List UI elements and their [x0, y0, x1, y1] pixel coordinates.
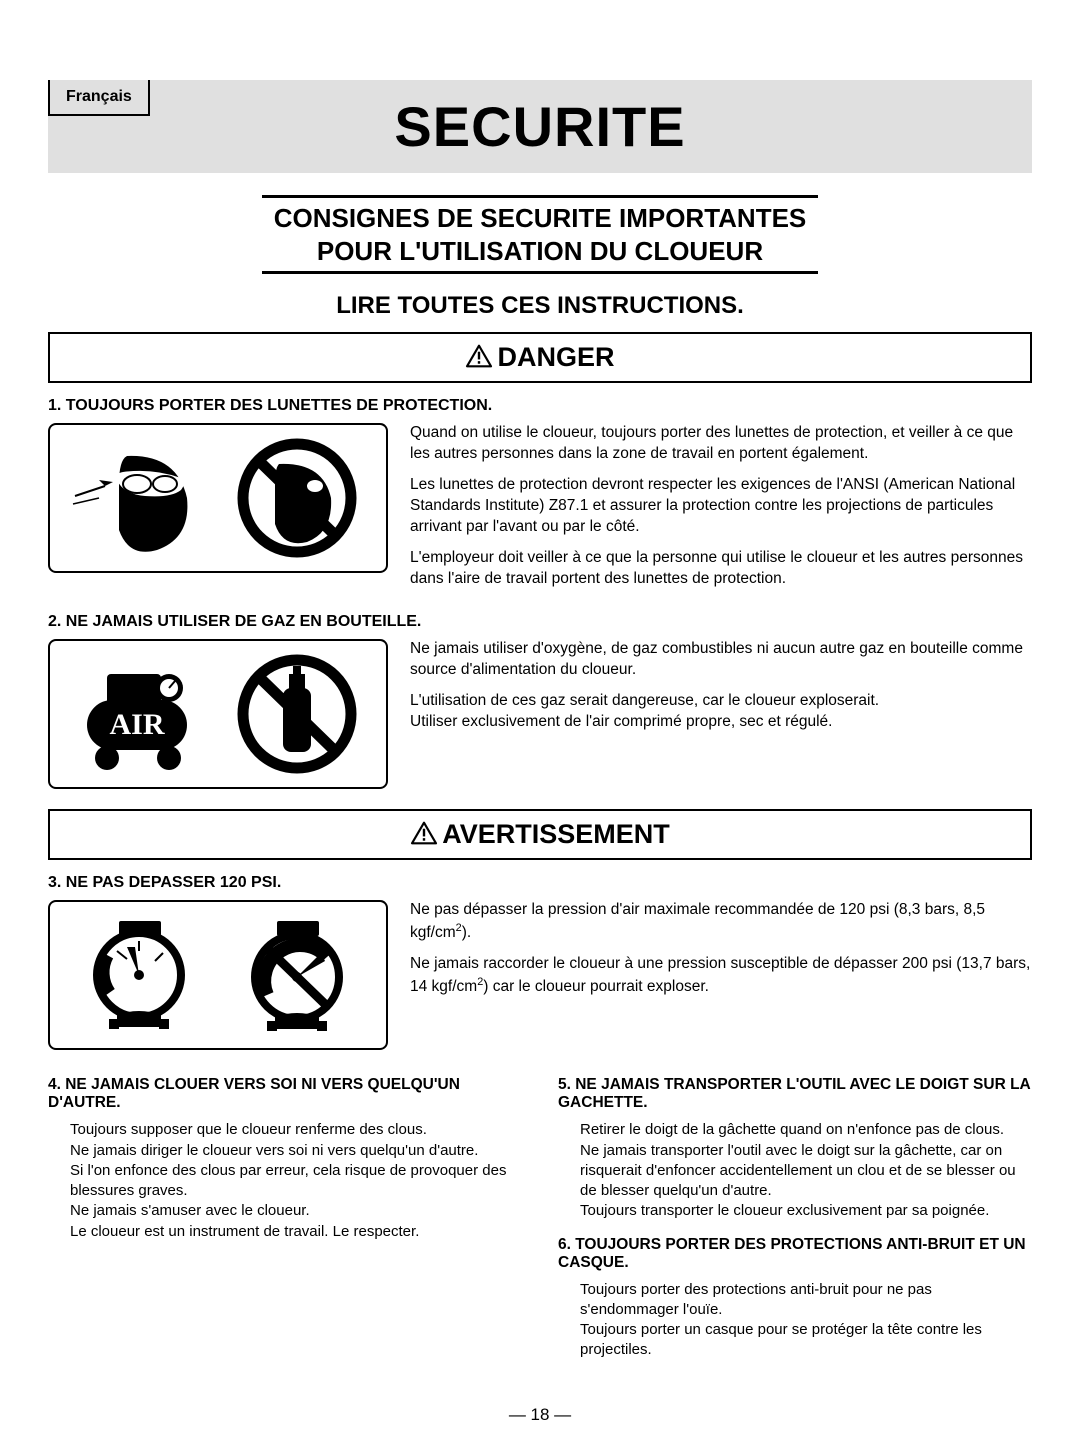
danger-label: DANGER	[497, 342, 614, 372]
item6-heading: 6. TOUJOURS PORTER DES PROTECTIONS ANTI-…	[558, 1236, 1032, 1272]
warning-triangle-icon	[410, 821, 438, 845]
air-compressor-icon: AIR	[69, 654, 209, 774]
subheading-line-2: POUR L'UTILISATION DU CLOUEUR	[274, 235, 807, 268]
item3-p1: Ne pas dépasser la pression d'air maxima…	[410, 900, 1032, 944]
item4-p3: Si l'on enfonce des clous par erreur, ce…	[70, 1161, 522, 1202]
item4-p5: Le cloueur est un instrument de travail.…	[70, 1222, 522, 1242]
item5-p2: Ne jamais transporter l'outil avec le do…	[580, 1141, 1032, 1202]
item2-p3: Utiliser exclusivement de l'air comprimé…	[410, 712, 1032, 733]
item2-p2: L'utilisation de ces gaz serait dangereu…	[410, 691, 1032, 712]
item2-row: AIR Ne jamais utiliser d'oxygène, de gaz…	[48, 639, 1032, 789]
danger-box: DANGER	[48, 332, 1032, 383]
item2-pictograms: AIR	[48, 639, 388, 789]
language-tab: Français	[48, 80, 150, 116]
main-title: SECURITE	[48, 80, 1032, 173]
item4-p2: Ne jamais diriger le cloueur vers soi ni…	[70, 1141, 522, 1161]
item5-heading: 5. NE JAMAIS TRANSPORTER L'OUTIL AVEC LE…	[558, 1076, 1032, 1112]
item1-p2: Les lunettes de protection devront respe…	[410, 475, 1032, 538]
col-left: 4. NE JAMAIS CLOUER VERS SOI NI VERS QUE…	[48, 1076, 522, 1370]
item1-heading: 1. TOUJOURS PORTER DES LUNETTES DE PROTE…	[48, 397, 1032, 415]
item1-p3: L'employeur doit veiller à ce que la per…	[410, 548, 1032, 590]
subheading-line-1: CONSIGNES DE SECURITE IMPORTANTES	[274, 202, 807, 235]
item1-p1: Quand on utilise le cloueur, toujours po…	[410, 423, 1032, 465]
item2-heading: 2. NE JAMAIS UTILISER DE GAZ EN BOUTEILL…	[48, 613, 1032, 631]
item4-text: Toujours supposer que le cloueur renferm…	[48, 1120, 522, 1242]
avertissement-box: AVERTISSEMENT	[48, 809, 1032, 860]
item3-heading: 3. NE PAS DEPASSER 120 PSI.	[48, 874, 1032, 892]
lower-columns: 4. NE JAMAIS CLOUER VERS SOI NI VERS QUE…	[48, 1076, 1032, 1370]
safety-goggles-icon	[69, 438, 209, 558]
item5-text: Retirer le doigt de la gâchette quand on…	[558, 1120, 1032, 1221]
col-right: 5. NE JAMAIS TRANSPORTER L'OUTIL AVEC LE…	[558, 1076, 1032, 1370]
no-bottled-gas-prohibited-icon	[227, 654, 367, 774]
item6-p2: Toujours porter un casque pour se protég…	[580, 1320, 1032, 1361]
warning-triangle-icon	[465, 344, 493, 368]
item5-p1: Retirer le doigt de la gâchette quand on…	[580, 1120, 1032, 1140]
item3-p2: Ne jamais raccorder le cloueur à une pre…	[410, 954, 1032, 998]
item6-text: Toujours porter des protections anti-bru…	[558, 1280, 1032, 1361]
item3-row: 120psi 120psi	[48, 900, 1032, 1050]
item3-pictograms: 120psi 120psi	[48, 900, 388, 1050]
item4-p4: Ne jamais s'amuser avec le cloueur.	[70, 1201, 522, 1221]
item1-row: Quand on utilise le cloueur, toujours po…	[48, 423, 1032, 599]
item2-p1: Ne jamais utiliser d'oxygène, de gaz com…	[410, 639, 1032, 681]
page: Français SECURITE CONSIGNES DE SECURITE …	[0, 80, 1080, 1455]
avertissement-label: AVERTISSEMENT	[442, 819, 670, 849]
item3-text: Ne pas dépasser la pression d'air maxima…	[410, 900, 1032, 1008]
item1-text: Quand on utilise le cloueur, toujours po…	[410, 423, 1032, 599]
item6-p1: Toujours porter des protections anti-bru…	[580, 1280, 1032, 1321]
pressure-gauge-ok-icon: 120psi	[69, 915, 209, 1035]
no-goggles-prohibited-icon	[227, 438, 367, 558]
subheading-rule: CONSIGNES DE SECURITE IMPORTANTES POUR L…	[262, 195, 819, 274]
item1-pictograms	[48, 423, 388, 573]
subheading-block: CONSIGNES DE SECURITE IMPORTANTES POUR L…	[48, 195, 1032, 274]
item4-heading: 4. NE JAMAIS CLOUER VERS SOI NI VERS QUE…	[48, 1076, 522, 1112]
item5-p3: Toujours transporter le cloueur exclusiv…	[580, 1201, 1032, 1221]
page-number: — 18 —	[48, 1405, 1032, 1425]
read-all-instructions: LIRE TOUTES CES INSTRUCTIONS.	[48, 292, 1032, 320]
item2-text: Ne jamais utiliser d'oxygène, de gaz com…	[410, 639, 1032, 743]
item4-p1: Toujours supposer que le cloueur renferm…	[70, 1120, 522, 1140]
svg-text:AIR: AIR	[109, 708, 164, 741]
pressure-gauge-prohibited-icon: 120psi	[227, 915, 367, 1035]
